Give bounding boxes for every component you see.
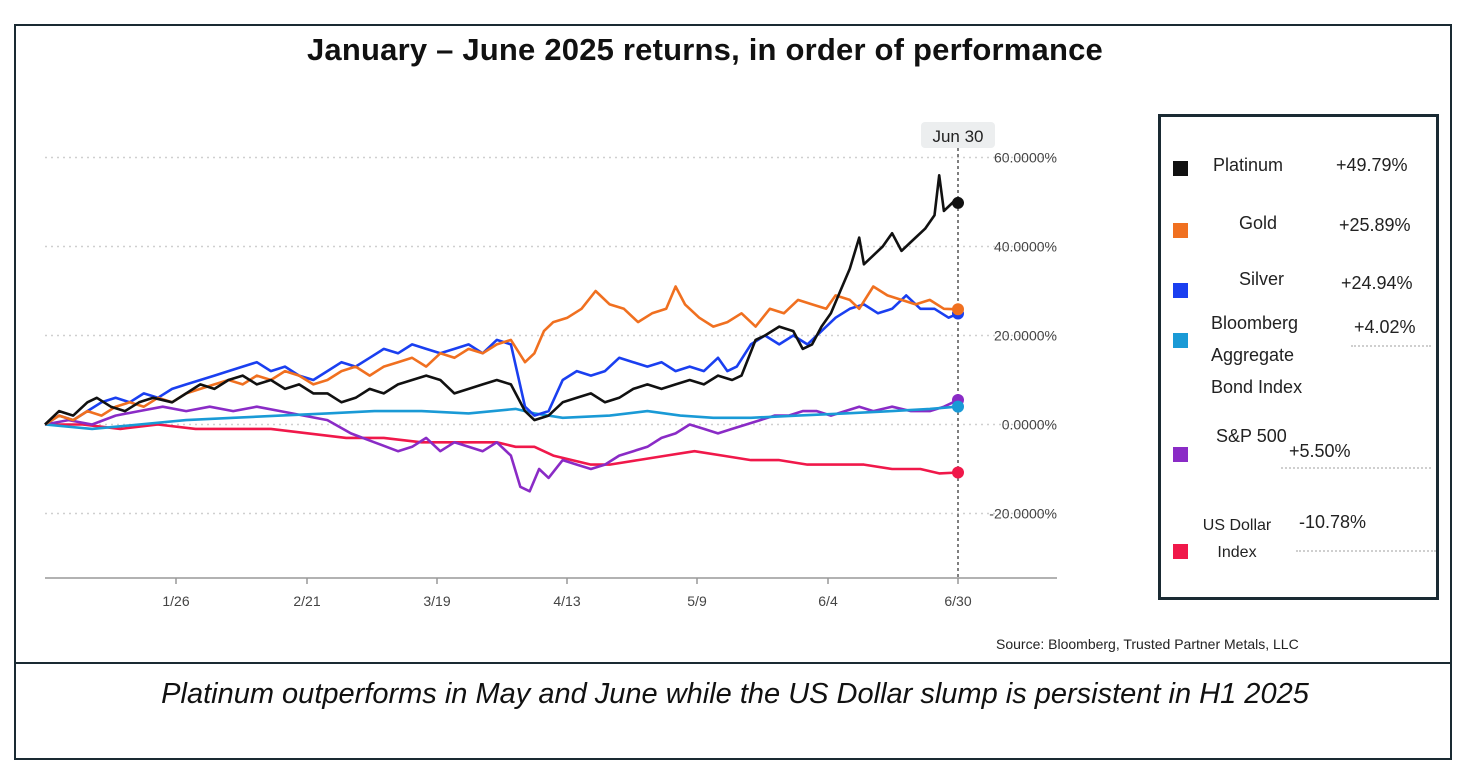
x-tick-label: 6/4 — [818, 593, 838, 609]
caption-divider — [14, 662, 1452, 664]
legend-label: S&P 500 — [1216, 426, 1287, 446]
x-ticks: 1/26 2/21 3/19 4/13 5/9 6/4 6/30 — [162, 578, 972, 609]
legend-value: +25.89% — [1339, 215, 1411, 235]
legend-value: +49.79% — [1336, 155, 1408, 175]
x-tick-label: 5/9 — [687, 593, 707, 609]
legend-divider — [1281, 467, 1431, 469]
legend-value: +24.94% — [1341, 273, 1413, 293]
series-endpoint-platinum — [952, 196, 964, 209]
legend-swatch — [1173, 283, 1188, 298]
series-line-us-dollar-index — [45, 423, 959, 475]
legend-label: Silver — [1239, 269, 1285, 289]
source-note: Source: Bloomberg, Trusted Partner Metal… — [996, 636, 1299, 652]
legend-value: +4.02% — [1354, 317, 1416, 337]
series-endpoint-us-dollar-index — [952, 466, 964, 479]
series-endpoints — [952, 196, 964, 479]
legend-swatch — [1173, 161, 1188, 176]
legend-value: +5.50% — [1289, 441, 1351, 461]
x-tick-label: 1/26 — [162, 593, 189, 609]
legend-swatch — [1173, 447, 1188, 462]
x-tick-label: 2/21 — [293, 593, 320, 609]
y-tick-label: 40.0000% — [994, 239, 1057, 255]
series-endpoint-gold — [952, 303, 964, 316]
legend-label: Bloomberg Aggregate Bond Index — [1211, 313, 1303, 397]
series-line-platinum — [44, 174, 959, 426]
y-tick-label: 60.0000% — [994, 150, 1057, 166]
legend: Platinum +49.79% Gold +25.89% Silver +24.94% B… — [1158, 114, 1439, 600]
legend-label: Platinum — [1213, 155, 1284, 175]
legend-divider — [1351, 345, 1431, 347]
series-endpoint-bloomberg-aggregate-bond-index — [952, 400, 964, 413]
series-line-bloomberg-aggregate-bond-index — [44, 405, 959, 431]
legend-swatch — [1173, 544, 1188, 559]
figure-caption: Platinum outperforms in May and June whi… — [161, 678, 1309, 710]
gridlines — [45, 156, 1057, 515]
legend-label: US Dollar Index — [1202, 517, 1272, 561]
legend-divider — [1296, 550, 1436, 552]
series-line-gold — [44, 285, 959, 426]
series-line-silver — [44, 294, 959, 426]
y-ticks: 60.0000% 40.0000% 20.0000% 0.0000% -20.0000% — [989, 150, 1057, 522]
legend-label: Gold — [1239, 213, 1278, 233]
chart-frame — [14, 24, 1452, 760]
series-lines — [44, 174, 959, 493]
y-tick-label: 20.0000% — [994, 328, 1057, 344]
legend-swatch — [1173, 333, 1188, 348]
legend-value: -10.78% — [1299, 512, 1367, 532]
legend-swatch — [1173, 223, 1188, 238]
x-tick-label: 3/19 — [423, 593, 450, 609]
chart-title: January – June 2025 returns, in order of… — [306, 32, 1103, 67]
y-tick-label: 0.0000% — [1002, 417, 1057, 433]
hover-label: Jun 30 — [932, 127, 983, 146]
x-tick-label: 4/13 — [553, 593, 580, 609]
hover-label-box — [921, 122, 995, 148]
y-tick-label: -20.0000% — [989, 506, 1057, 522]
x-tick-label: 6/30 — [944, 593, 971, 609]
series-line-s-p-500 — [44, 398, 959, 493]
